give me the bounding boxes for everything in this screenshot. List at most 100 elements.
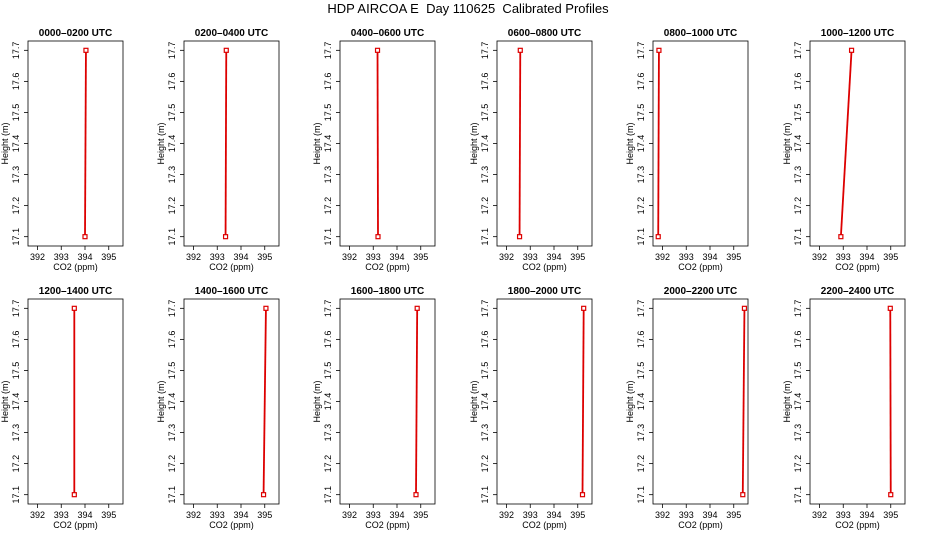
panel-2-point-2 bbox=[223, 47, 229, 53]
panel-12-x-tick-label: 394 bbox=[859, 510, 874, 520]
panel-9-x-tick-label: 395 bbox=[413, 510, 428, 520]
panel-9-y-tick-label: 17.1 bbox=[323, 486, 333, 504]
panel-2-point-1 bbox=[222, 234, 229, 240]
panel-2-x-tick-label: 393 bbox=[210, 252, 225, 262]
panel-12-y-tick-label: 17.3 bbox=[793, 424, 803, 442]
panel-11-y-tick-label: 17.1 bbox=[636, 486, 646, 504]
panel-4-profile-line bbox=[518, 50, 522, 237]
panel-7-frame bbox=[27, 298, 124, 505]
panel-5-y-tick-label: 17.4 bbox=[636, 135, 646, 153]
panel-2-y-tick-label: 17.4 bbox=[167, 135, 177, 153]
panel-5-x-tick-label: 394 bbox=[702, 252, 717, 262]
panel-7-y-tick-label: 17.2 bbox=[11, 455, 21, 473]
panel-9-profile-line bbox=[415, 308, 419, 495]
panel-7-point-1 bbox=[71, 492, 77, 498]
panel-9-point-1 bbox=[413, 492, 419, 498]
panel-8-y-axis-label: Height (m) bbox=[156, 380, 166, 422]
panel-3-y-tick-label: 17.4 bbox=[323, 135, 333, 153]
panel-9-y-tick-label: 17.5 bbox=[323, 362, 333, 380]
panel-7-y-tick-label: 17.5 bbox=[11, 362, 21, 380]
panel-1-y-tick-label: 17.7 bbox=[11, 42, 21, 60]
panel-5-x-tick-label: 395 bbox=[726, 252, 741, 262]
panel-8-point-2 bbox=[263, 305, 269, 311]
panel-4-y-tick-label: 17.7 bbox=[480, 42, 490, 60]
panel-6-x-tick-label: 392 bbox=[812, 252, 827, 262]
panel-6-y-tick-label: 17.2 bbox=[793, 197, 803, 215]
panel-2-x-axis-label: CO2 (ppm) bbox=[209, 262, 254, 272]
panel-11-x-axis-label: CO2 (ppm) bbox=[678, 520, 723, 530]
panel-2-x-tick-label: 392 bbox=[186, 252, 201, 262]
panel-10-point-2 bbox=[581, 305, 587, 311]
panel-3-x-axis-label: CO2 (ppm) bbox=[365, 262, 410, 272]
panel-4-x-axis-label: CO2 (ppm) bbox=[522, 262, 567, 272]
panel-12-y-tick-label: 17.7 bbox=[793, 300, 803, 318]
panel-5-point-1 bbox=[655, 234, 661, 240]
panel-3-frame bbox=[339, 40, 436, 247]
panel-3-y-tick-label: 17.7 bbox=[323, 42, 333, 60]
panel-5-x-axis-label: CO2 (ppm) bbox=[678, 262, 723, 272]
panel-6-point-2 bbox=[848, 47, 855, 53]
panel-2-y-axis-label: Height (m) bbox=[156, 122, 166, 164]
panel-12-x-axis-label: CO2 (ppm) bbox=[835, 520, 880, 530]
panel-11-x-tick-label: 395 bbox=[726, 510, 741, 520]
panel-9-x-tick-label: 394 bbox=[389, 510, 404, 520]
panel-1-point-1 bbox=[82, 234, 88, 240]
panel-9-y-tick-label: 17.4 bbox=[323, 393, 333, 411]
panel-1-x-tick-label: 393 bbox=[54, 252, 69, 262]
panel-1-y-axis-label: Height (m) bbox=[0, 122, 10, 164]
panel-11-title: 2000–2200 UTC bbox=[664, 286, 737, 297]
panel-8-y-tick-label: 17.3 bbox=[167, 424, 177, 442]
panel-2-profile-line bbox=[224, 50, 228, 237]
panel-7-y-tick-label: 17.7 bbox=[11, 300, 21, 318]
panel-8-y-tick-label: 17.5 bbox=[167, 362, 177, 380]
panel-12-x-tick-label: 392 bbox=[812, 510, 827, 520]
panel-8-x-tick-label: 395 bbox=[257, 510, 272, 520]
panel-10-y-tick-label: 17.3 bbox=[480, 424, 490, 442]
panel-6-y-tick-label: 17.4 bbox=[793, 135, 803, 153]
panel-4-x-tick-label: 395 bbox=[570, 252, 585, 262]
panel-4-x-tick-label: 393 bbox=[523, 252, 538, 262]
panel-3-y-tick-label: 17.1 bbox=[323, 228, 333, 246]
panel-4-y-tick-label: 17.3 bbox=[480, 166, 490, 184]
panel-1-x-tick-label: 395 bbox=[101, 252, 116, 262]
panel-3-x-tick-label: 395 bbox=[413, 252, 428, 262]
panel-2-y-tick-label: 17.7 bbox=[167, 42, 177, 60]
panel-5-x-tick-label: 393 bbox=[679, 252, 694, 262]
panel-9-title: 1600–1800 UTC bbox=[351, 286, 424, 297]
panel-9-y-tick-label: 17.2 bbox=[323, 455, 333, 473]
panel-5-x-tick-label: 392 bbox=[655, 252, 670, 262]
panel-8-profile-line bbox=[262, 308, 267, 495]
panel-1-y-tick-label: 17.1 bbox=[11, 228, 21, 246]
panel-12-title: 2200–2400 UTC bbox=[821, 286, 894, 297]
panel-5-y-tick-label: 17.1 bbox=[636, 228, 646, 246]
panel-12-y-tick-label: 17.5 bbox=[793, 362, 803, 380]
panel-6-x-tick-label: 394 bbox=[859, 252, 874, 262]
figure-title: HDP AIRCOA E Day 110625 Calibrated Profi… bbox=[327, 1, 609, 16]
panel-11-frame bbox=[652, 298, 749, 505]
panel-8-x-axis-label: CO2 (ppm) bbox=[209, 520, 254, 530]
panel-6-y-tick-label: 17.6 bbox=[793, 73, 803, 91]
panel-6-point-1 bbox=[838, 234, 844, 240]
panel-9-y-tick-label: 17.6 bbox=[323, 331, 333, 349]
panel-6-x-tick-label: 395 bbox=[883, 252, 898, 262]
panel-8-y-tick-label: 17.2 bbox=[167, 455, 177, 473]
panel-4-y-tick-label: 17.4 bbox=[480, 135, 490, 153]
panel-10-point-1 bbox=[579, 492, 586, 498]
panel-11-y-tick-label: 17.2 bbox=[636, 455, 646, 473]
panel-10-x-axis-label: CO2 (ppm) bbox=[522, 520, 567, 530]
panel-8-point-1 bbox=[260, 492, 267, 498]
panel-7-point-2 bbox=[71, 305, 77, 311]
panel-2-y-tick-label: 17.1 bbox=[167, 228, 177, 246]
panel-11-point-1 bbox=[740, 492, 746, 498]
panel-1-point-2 bbox=[83, 47, 89, 53]
panel-10-x-tick-label: 395 bbox=[570, 510, 585, 520]
panel-10-y-tick-label: 17.1 bbox=[480, 486, 490, 504]
panel-12-y-tick-label: 17.4 bbox=[793, 393, 803, 411]
panel-4-frame bbox=[496, 40, 593, 247]
panel-7-x-tick-label: 393 bbox=[54, 510, 69, 520]
panel-2-y-tick-label: 17.3 bbox=[167, 166, 177, 184]
panel-9-y-axis-label: Height (m) bbox=[312, 380, 322, 422]
panel-5-y-tick-label: 17.6 bbox=[636, 73, 646, 91]
panel-10-y-tick-label: 17.5 bbox=[480, 362, 490, 380]
panel-6-y-tick-label: 17.1 bbox=[793, 228, 803, 246]
